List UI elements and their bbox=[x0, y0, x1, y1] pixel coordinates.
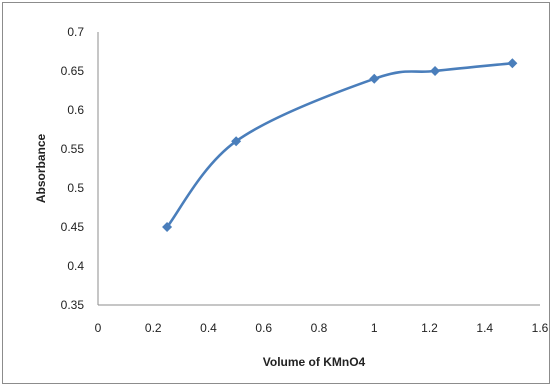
x-tick-label: 0.4 bbox=[200, 321, 217, 335]
x-axis-ticks: 0 0.2 0.4 0.6 0.8 1 1.2 1.4 1.6 bbox=[95, 321, 549, 335]
y-tick-label: 0.65 bbox=[61, 64, 85, 78]
x-tick-label: 1.2 bbox=[421, 321, 438, 335]
x-axis-title: Volume of KMnO4 bbox=[263, 355, 366, 369]
x-tick-label: 1.4 bbox=[476, 321, 493, 335]
data-point-marker bbox=[162, 222, 173, 232]
data-point-marker bbox=[231, 136, 242, 147]
y-tick-label: 0.6 bbox=[67, 103, 84, 117]
x-tick-label: 0 bbox=[95, 321, 102, 335]
y-axis-ticks: 0.35 0.4 0.45 0.5 0.55 0.6 0.65 0.7 bbox=[61, 25, 85, 312]
x-tick-label: 0.2 bbox=[145, 321, 162, 335]
y-tick-label: 0.7 bbox=[67, 25, 84, 39]
y-tick-label: 0.45 bbox=[61, 220, 85, 234]
series-line bbox=[166, 61, 513, 228]
y-tick-label: 0.35 bbox=[61, 298, 85, 312]
y-tick-label: 0.5 bbox=[67, 181, 84, 195]
y-axis-title: Absorbance bbox=[34, 134, 48, 204]
data-markers bbox=[162, 58, 518, 232]
data-point-marker bbox=[430, 66, 441, 76]
data-point-marker bbox=[507, 58, 518, 69]
y-tick-label: 0.4 bbox=[67, 259, 84, 273]
y-tick-label: 0.55 bbox=[61, 142, 85, 156]
chart-frame bbox=[2, 2, 550, 384]
x-tick-label: 1 bbox=[371, 321, 378, 335]
x-tick-label: 0.6 bbox=[255, 321, 272, 335]
data-point-marker bbox=[369, 73, 380, 84]
x-tick-label: 0.8 bbox=[311, 321, 328, 335]
x-tick-label: 1.6 bbox=[532, 321, 549, 335]
